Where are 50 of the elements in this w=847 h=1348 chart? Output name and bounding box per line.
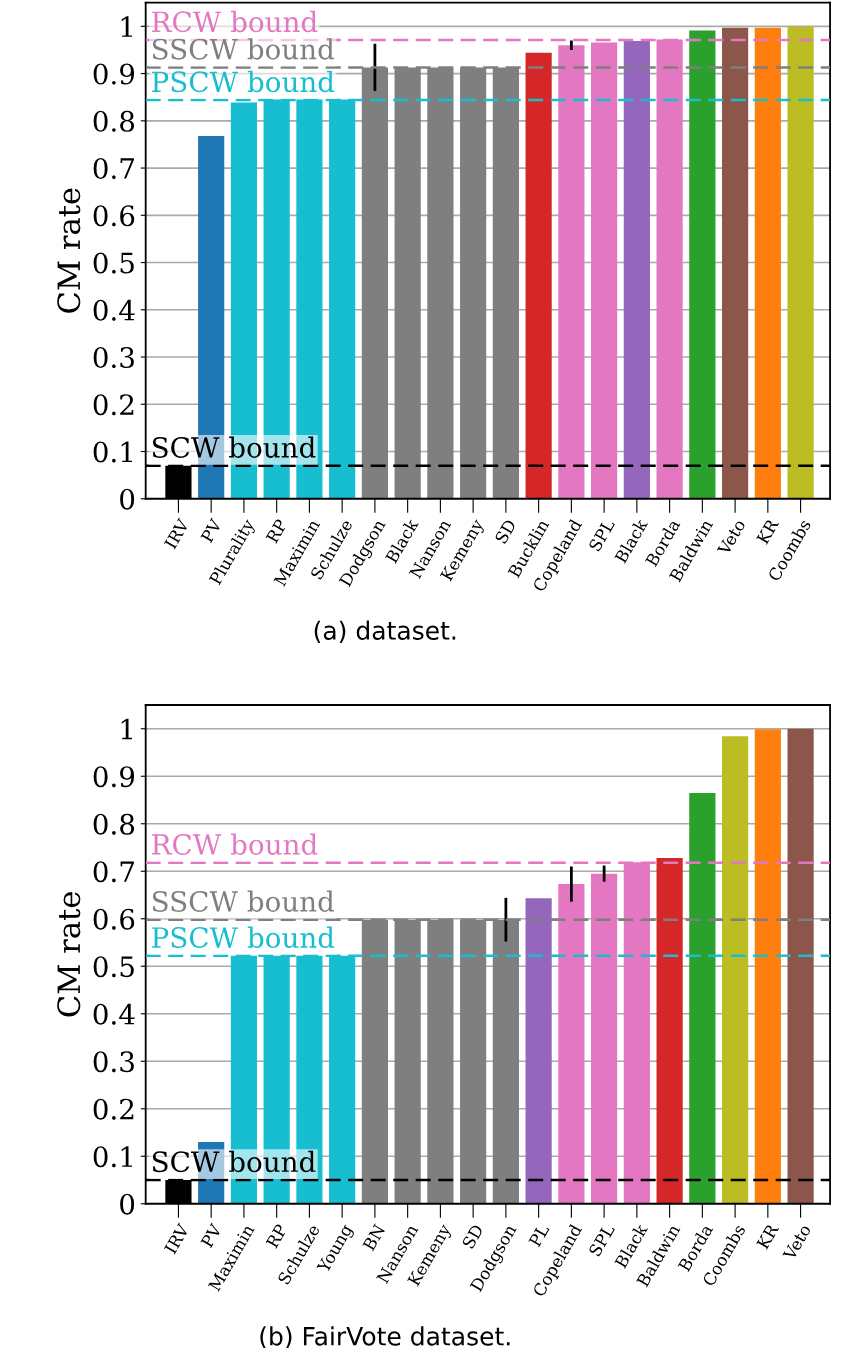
ref-line-label: PSCW bound [152,926,335,949]
y-tick-label: 0.7 [93,861,134,883]
y-tick-label: 0.1 [93,1146,133,1168]
y-tick-label: 0 [120,1193,135,1215]
y-tick-label: 0 [120,488,135,510]
x-tick-label: KR [756,1222,780,1250]
y-tick-label: 0.7 [93,157,134,179]
y-tick-label: 0.3 [93,1051,134,1073]
y-tick-label: 0.8 [93,813,135,835]
ref-line-label: SCW bound [152,1150,316,1173]
y-tick-label: 0.2 [93,394,134,416]
ref-line-label: SSCW bound [152,890,335,912]
bar [689,792,716,1204]
text: (a) dataset. [314,620,456,643]
y-tick-label: 0.1 [93,441,133,463]
y-axis-title: CM rate [57,892,81,1017]
ref-line-label: RCW bound [152,10,318,33]
y-tick-label: 0.3 [93,346,134,368]
y-tick-label: 0.4 [93,299,135,321]
bar [787,26,814,499]
bar [558,45,585,499]
ref-line-label: PSCW bound [152,70,335,93]
bar [656,857,683,1204]
y-axis-title: CM rate [57,188,81,313]
y-tick-label: 0.5 [93,956,134,978]
bar [525,52,552,499]
bar [558,884,585,1204]
ref-line-label: SSCW bound [152,38,335,60]
y-tick-label: 1 [121,718,133,740]
text: (b) FairVote dataset. [260,1326,510,1348]
y-tick-label: 0.8 [93,110,135,132]
bar [623,40,650,499]
bar [722,27,749,499]
bar [754,729,781,1204]
bar [722,736,749,1204]
bar [754,27,781,499]
bar [591,873,618,1204]
bar [525,898,552,1204]
bar [689,30,716,499]
bar [787,728,814,1204]
ref-line-label: SCW bound [152,436,316,458]
y-tick-label: 0.6 [93,205,135,227]
y-tick-label: 0.2 [93,1098,134,1120]
y-tick-label: 0.5 [93,252,134,274]
y-tick-label: 0.9 [93,63,135,85]
y-tick-label: 0.9 [93,766,135,788]
y-tick-label: 0.6 [93,908,135,930]
y-tick-label: 1 [121,16,133,37]
ref-line-label: RCW bound [152,833,318,855]
y-tick-label: 0.4 [93,1003,135,1025]
